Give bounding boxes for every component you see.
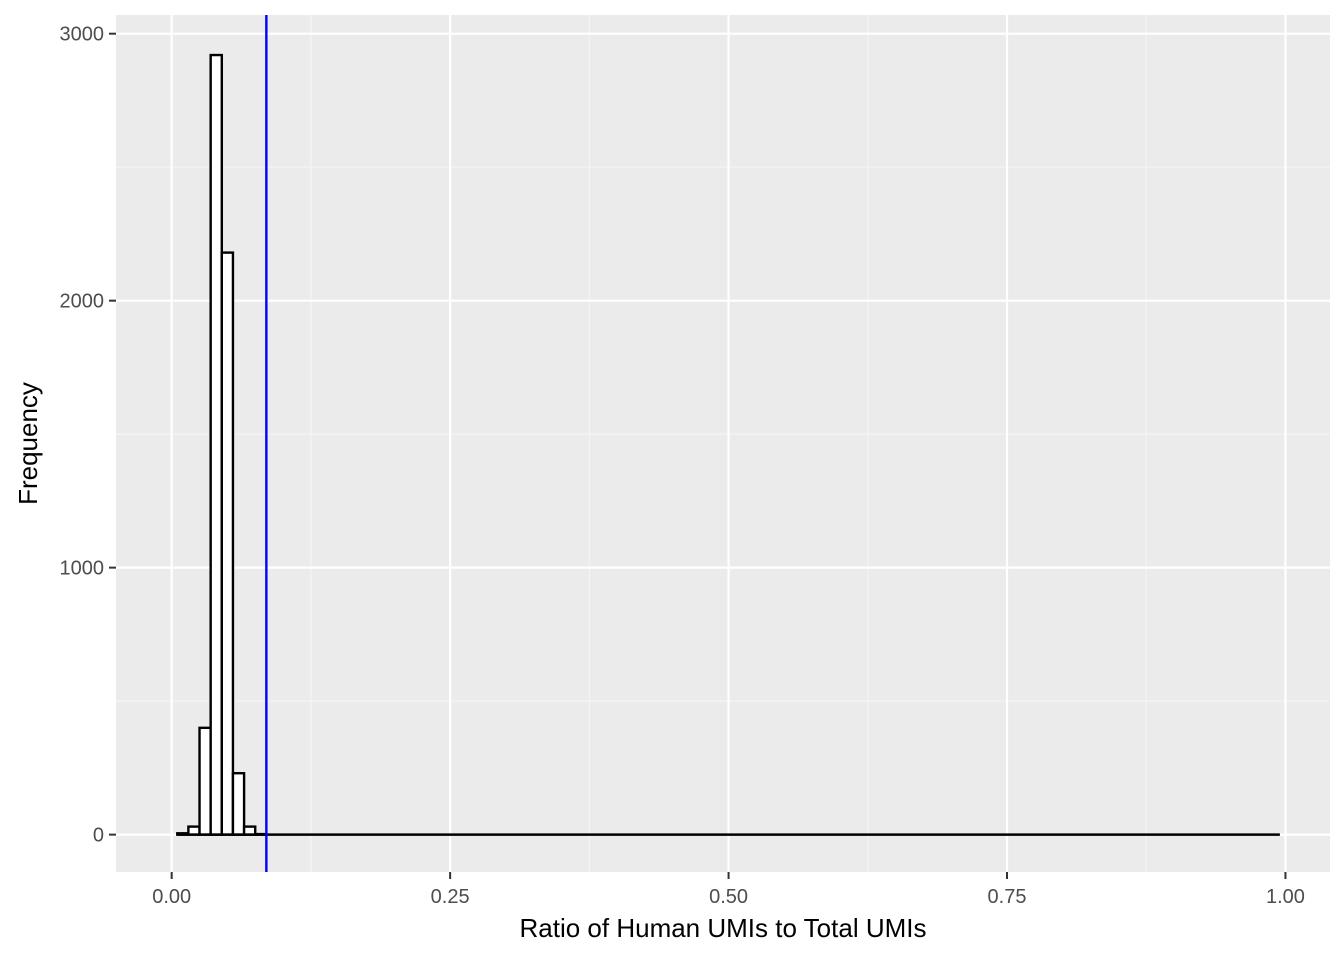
x-axis-title: Ratio of Human UMIs to Total UMIs — [520, 913, 927, 943]
y-axis-ticks: 0 1000 2000 3000 — [60, 24, 116, 847]
y-axis-title: Frequency — [13, 382, 43, 505]
y-tick-label: 1000 — [60, 558, 105, 580]
histogram-bar — [187, 825, 201, 836]
x-tick-label: 0.25 — [431, 886, 470, 908]
x-tick-label: 0.00 — [152, 886, 191, 908]
y-tick-label: 3000 — [60, 24, 105, 46]
x-tick-label: 1.00 — [1266, 886, 1305, 908]
histogram-bars — [176, 53, 1280, 836]
histogram-bar — [209, 53, 224, 836]
histogram-bar — [242, 825, 257, 836]
histogram-bar — [220, 251, 235, 836]
y-tick-label: 2000 — [60, 291, 105, 313]
plot-panel — [116, 15, 1330, 872]
x-axis-ticks: 0.00 0.25 0.50 0.75 1.00 — [152, 872, 1305, 908]
histogram-bar — [198, 726, 212, 836]
minor-gridlines — [116, 15, 1330, 872]
y-tick-label: 0 — [93, 825, 104, 847]
x-tick-label: 0.50 — [709, 886, 748, 908]
histogram-bar — [231, 772, 246, 836]
x-tick-label: 0.75 — [988, 886, 1027, 908]
